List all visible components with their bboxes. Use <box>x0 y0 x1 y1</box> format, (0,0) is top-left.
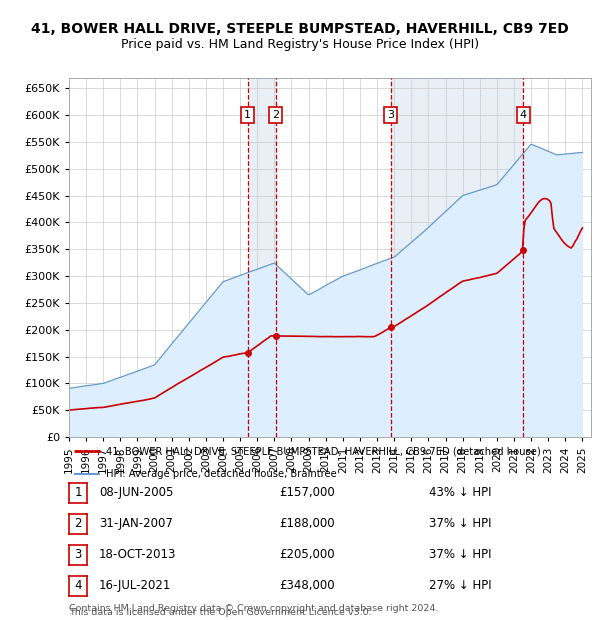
Text: 3: 3 <box>387 110 394 120</box>
Text: This data is licensed under the Open Government Licence v3.0.: This data is licensed under the Open Gov… <box>69 608 371 617</box>
Text: HPI: Average price, detached house, Braintree: HPI: Average price, detached house, Brai… <box>106 469 336 479</box>
Text: 08-JUN-2005: 08-JUN-2005 <box>99 487 173 499</box>
Text: 41, BOWER HALL DRIVE, STEEPLE BUMPSTEAD, HAVERHILL, CB9 7ED (detached house): 41, BOWER HALL DRIVE, STEEPLE BUMPSTEAD,… <box>106 446 540 456</box>
Text: 4: 4 <box>74 580 82 592</box>
Text: £188,000: £188,000 <box>279 518 335 530</box>
Text: Contains HM Land Registry data © Crown copyright and database right 2024.: Contains HM Land Registry data © Crown c… <box>69 604 439 613</box>
Text: 2: 2 <box>272 110 280 120</box>
Text: 1: 1 <box>74 487 82 499</box>
Text: Price paid vs. HM Land Registry's House Price Index (HPI): Price paid vs. HM Land Registry's House … <box>121 38 479 51</box>
Bar <box>391 78 523 437</box>
Text: 27% ↓ HPI: 27% ↓ HPI <box>429 580 491 592</box>
Text: 4: 4 <box>520 110 527 120</box>
Text: 37% ↓ HPI: 37% ↓ HPI <box>429 549 491 561</box>
Text: £205,000: £205,000 <box>279 549 335 561</box>
Text: 37% ↓ HPI: 37% ↓ HPI <box>429 518 491 530</box>
Text: 2: 2 <box>74 518 82 530</box>
Text: £157,000: £157,000 <box>279 487 335 499</box>
Bar <box>248 78 276 437</box>
Text: £348,000: £348,000 <box>279 580 335 592</box>
Text: 16-JUL-2021: 16-JUL-2021 <box>99 580 172 592</box>
Text: 1: 1 <box>244 110 251 120</box>
Text: 18-OCT-2013: 18-OCT-2013 <box>99 549 176 561</box>
Text: 3: 3 <box>74 549 82 561</box>
Text: 31-JAN-2007: 31-JAN-2007 <box>99 518 173 530</box>
Text: 43% ↓ HPI: 43% ↓ HPI <box>429 487 491 499</box>
Text: 41, BOWER HALL DRIVE, STEEPLE BUMPSTEAD, HAVERHILL, CB9 7ED: 41, BOWER HALL DRIVE, STEEPLE BUMPSTEAD,… <box>31 22 569 36</box>
